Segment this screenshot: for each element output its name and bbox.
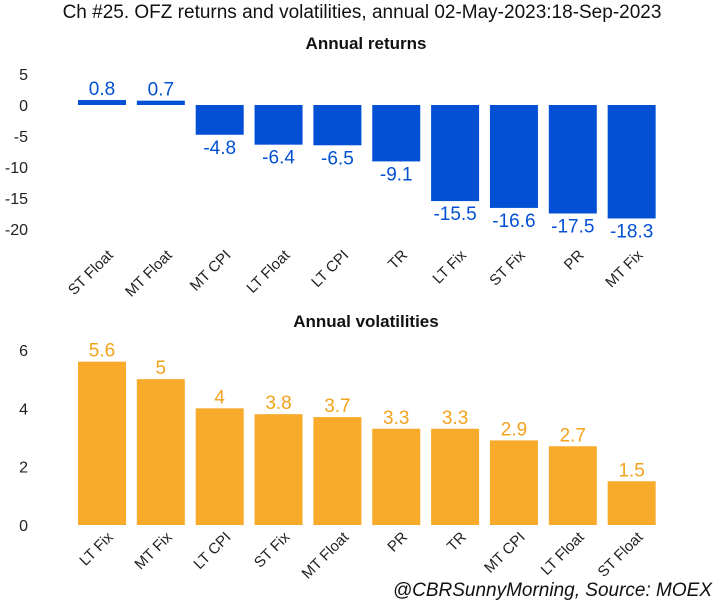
returns-bar	[136, 100, 185, 105]
vol-bar	[489, 440, 538, 525]
vol-category-label: LT Float	[538, 528, 589, 579]
vol-bar	[607, 481, 656, 525]
vol-value-label: 2.9	[501, 419, 527, 440]
returns-value-label: -16.6	[492, 211, 535, 232]
returns-bar	[254, 105, 303, 145]
vol-value-label: 3.7	[324, 396, 350, 417]
returns-value-label: -9.1	[380, 164, 413, 185]
returns-category-label: ST Float	[65, 246, 117, 298]
vol-category-label: MT Float	[299, 528, 353, 582]
vol-y-tick-label: 2	[19, 460, 28, 477]
returns-category-label: TR	[385, 247, 411, 273]
vol-value-label: 5	[156, 358, 167, 379]
vol-value-label: 3.3	[383, 408, 409, 429]
vol-bar	[372, 428, 421, 525]
returns-value-label: -6.5	[321, 148, 354, 169]
returns-y-tick-label: -5	[14, 129, 28, 146]
vol-bar	[431, 428, 480, 525]
vol-value-label: 3.3	[442, 408, 468, 429]
vol-category-label: LT CPI	[190, 529, 234, 573]
vol-category-label: ST Fix	[251, 528, 294, 571]
returns-value-label: -4.8	[203, 138, 236, 159]
returns-value-label: -15.5	[433, 204, 476, 225]
returns-y-tick-label: -20	[5, 222, 28, 239]
returns-bar	[431, 105, 480, 202]
returns-bar	[489, 105, 538, 208]
returns-category-label: MT Fix	[602, 246, 647, 291]
vol-value-label: 2.7	[560, 425, 586, 446]
returns-value-label: 0.8	[89, 79, 115, 100]
source-note: @CBRSunnyMorning, Source: MOEX	[392, 580, 712, 601]
vol-bar	[78, 361, 126, 525]
volatilities-panel-title: Annual volatilities	[293, 312, 439, 331]
vol-bar	[195, 408, 244, 525]
vol-category-label: PR	[384, 529, 411, 556]
returns-bar	[607, 105, 656, 219]
vol-value-label: 1.5	[618, 460, 644, 481]
vol-value-label: 5.6	[89, 341, 115, 362]
returns-bar	[313, 105, 362, 146]
vol-bar	[313, 417, 362, 525]
returns-bar-chart: 5 0 -5 -10 -15 -20 0.8 ST Float 0.7 MT Float -4.8 M…	[5, 67, 656, 300]
returns-y-tick-label: -15	[5, 191, 28, 208]
vol-category-label: MT Fix	[131, 528, 176, 573]
vol-y-tick-label: 4	[19, 401, 28, 418]
returns-value-label: 0.7	[148, 80, 174, 101]
returns-bar	[78, 100, 126, 105]
returns-category-label: LT Fix	[429, 246, 470, 287]
vol-y-tick-label: 0	[19, 518, 28, 535]
returns-category-label: PR	[561, 247, 588, 274]
returns-category-label: MT Float	[122, 246, 176, 300]
returns-y-tick-label: 5	[19, 67, 28, 84]
vol-bar	[136, 379, 185, 525]
returns-panel-title: Annual returns	[305, 34, 427, 53]
vol-bar	[254, 414, 303, 525]
vol-value-label: 4	[214, 387, 225, 408]
returns-value-label: -18.3	[610, 221, 653, 242]
returns-bar	[548, 105, 597, 214]
returns-value-label: -17.5	[551, 217, 594, 238]
returns-y-tick-label: 0	[19, 98, 28, 115]
vol-category-label: TR	[444, 529, 470, 555]
returns-bar	[195, 105, 244, 135]
volatilities-bar-chart: 0 2 4 6 5.6 LT Fix 5 MT Fix 4 LT CPI 3.8 ST Fix 3.7 M…	[19, 341, 656, 582]
returns-value-label: -6.4	[262, 148, 295, 169]
vol-category-label: ST Float	[595, 528, 647, 580]
vol-category-label: LT Fix	[76, 528, 117, 569]
chart-main-title: Ch #25. OFZ returns and volatilities, an…	[62, 2, 662, 23]
returns-category-label: MT CPI	[187, 247, 235, 295]
vol-y-tick-label: 6	[19, 343, 28, 360]
returns-category-label: ST Fix	[486, 246, 529, 289]
returns-bar	[372, 105, 421, 162]
vol-value-label: 3.8	[265, 393, 291, 414]
returns-category-label: LT CPI	[308, 247, 352, 291]
returns-y-tick-label: -10	[5, 160, 28, 177]
vol-category-label: MT CPI	[481, 529, 529, 577]
returns-category-label: LT Float	[243, 246, 294, 297]
vol-bar	[548, 446, 597, 525]
